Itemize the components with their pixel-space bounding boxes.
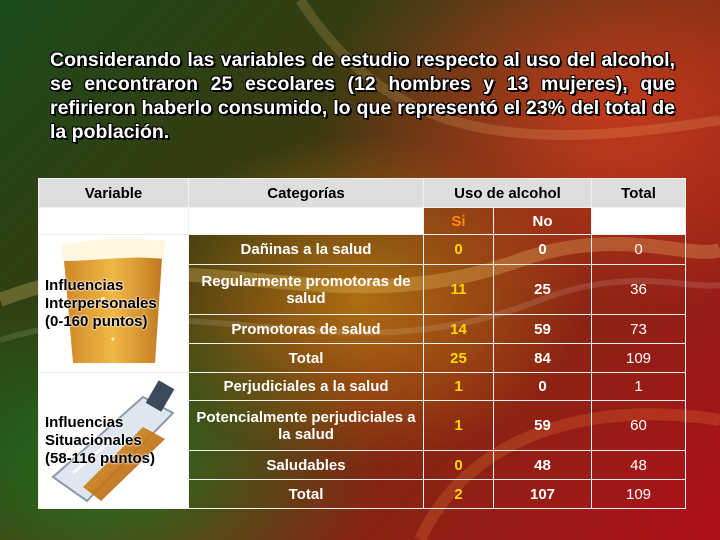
si-cell: 11 xyxy=(423,264,494,315)
subheader-blank xyxy=(38,207,189,235)
header-total: Total xyxy=(591,178,686,208)
si-cell: 1 xyxy=(423,400,494,451)
group-interpersonales: Influencias Interpersonales (0-160 punto… xyxy=(38,234,189,373)
category-cell: Dañinas a la salud xyxy=(188,234,424,265)
liquor-bottle-image xyxy=(51,380,175,503)
category-total-cell: Total xyxy=(188,479,424,509)
subheader-blank xyxy=(591,207,686,235)
si-cell: 0 xyxy=(423,234,494,265)
alcohol-use-table: Variable Categorías Uso de alcohol Total… xyxy=(38,178,686,509)
no-cell: 0 xyxy=(493,372,592,401)
category-cell: Regularmente promotoras de salud xyxy=(188,264,424,315)
group-label-line: Influencias xyxy=(45,276,124,294)
no-cell: 59 xyxy=(493,314,592,344)
no-cell: 59 xyxy=(493,400,592,451)
no-cell: 0 xyxy=(493,234,592,265)
group-situacionales: Influencias Situacionales (58-116 puntos… xyxy=(38,372,189,509)
header-uso-alcohol: Uso de alcohol xyxy=(423,178,592,208)
group-label-line: Interpersonales xyxy=(45,294,157,312)
si-cell: 2 xyxy=(423,479,494,509)
beer-glass-image xyxy=(61,239,165,363)
total-cell: 109 xyxy=(591,343,686,373)
group-label-line: (0-160 puntos) xyxy=(45,312,148,330)
total-cell: 36 xyxy=(591,264,686,315)
no-cell: 25 xyxy=(493,264,592,315)
group-label-line: Influencias xyxy=(45,413,124,431)
si-cell: 25 xyxy=(423,343,494,373)
total-cell: 73 xyxy=(591,314,686,344)
category-cell: Perjudiciales a la salud xyxy=(188,372,424,401)
total-cell: 109 xyxy=(591,479,686,509)
subheader-no: No xyxy=(493,207,592,235)
no-cell: 84 xyxy=(493,343,592,373)
si-cell: 14 xyxy=(423,314,494,344)
total-cell: 0 xyxy=(591,234,686,265)
group-label-line: Situacionales xyxy=(45,431,142,449)
no-cell: 48 xyxy=(493,450,592,480)
category-total-cell: Total xyxy=(188,343,424,373)
header-variable: Variable xyxy=(38,178,189,208)
slide-heading: Considerando las variables de estudio re… xyxy=(50,49,675,143)
si-cell: 0 xyxy=(423,450,494,480)
total-cell: 48 xyxy=(591,450,686,480)
si-cell: 1 xyxy=(423,372,494,401)
category-cell: Potencialmente perjudiciales a la salud xyxy=(188,400,424,451)
subheader-blank xyxy=(188,207,424,235)
total-cell: 1 xyxy=(591,372,686,401)
category-cell: Saludables xyxy=(188,450,424,480)
total-cell: 60 xyxy=(591,400,686,451)
header-categorias: Categorías xyxy=(188,178,424,208)
subheader-si: Si xyxy=(423,207,494,235)
no-cell: 107 xyxy=(493,479,592,509)
group-label-line: (58-116 puntos) xyxy=(45,449,156,467)
category-cell: Promotoras de salud xyxy=(188,314,424,344)
